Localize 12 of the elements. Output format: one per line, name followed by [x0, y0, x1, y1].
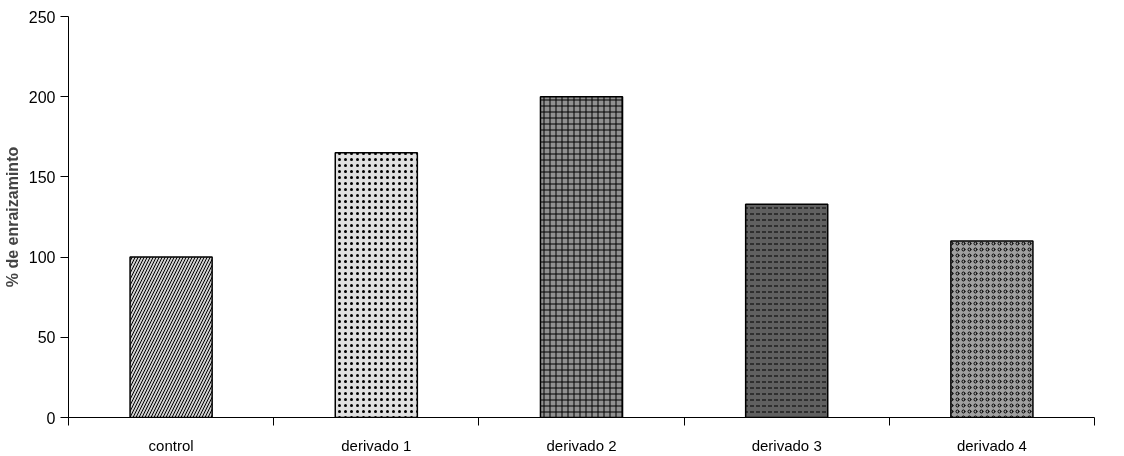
y-tick-label: 250	[28, 8, 56, 26]
y-tick-label: 0	[46, 409, 56, 427]
y-axis-title: % de enraizaminto	[3, 146, 21, 288]
y-tick-label: 50	[37, 329, 56, 347]
x-tick-label: derivado 2	[546, 436, 617, 454]
y-tick-label: 100	[28, 249, 56, 267]
x-tick-label: control	[148, 436, 194, 454]
y-tick-label: 200	[28, 88, 56, 106]
x-tick-label: derivado 3	[751, 436, 822, 454]
x-tick-label: derivado 4	[956, 436, 1027, 454]
x-tick-label: derivado 1	[341, 436, 412, 454]
y-tick-label: 150	[28, 168, 56, 186]
